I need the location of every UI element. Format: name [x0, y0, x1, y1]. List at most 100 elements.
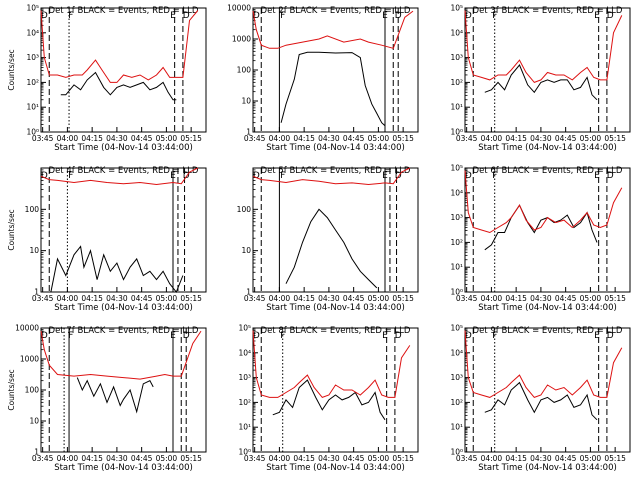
x-tick-label: 03:45: [244, 134, 266, 143]
x-tick-label: 05:00: [580, 134, 602, 143]
chart-title: Det 1f BLACK = Events, RED = LLD: [49, 6, 199, 16]
plot-frame: [252, 327, 419, 453]
x-tick-label: 03:45: [456, 454, 478, 463]
y-tick-label: 100: [237, 205, 252, 214]
region-marker-label: F: [492, 11, 497, 21]
chart-title: Det 7f BLACK = Events, RED = LLD: [49, 326, 199, 336]
x-tick-label: 05:15: [180, 294, 202, 303]
x-tick-label: 04:45: [131, 294, 153, 303]
region-marker-label: D: [41, 11, 48, 21]
lld-series-line: [40, 167, 199, 186]
y-axis-label: Counts/sec: [7, 209, 16, 250]
plot-frame: [464, 167, 631, 293]
x-tick-label: 05:15: [180, 134, 202, 143]
x-axis-label: Start Time (04-Nov-14 03:44:00): [54, 143, 193, 153]
lld-series-line: [464, 330, 623, 398]
x-tick-label: 04:30: [530, 294, 552, 303]
x-tick-label: 04:30: [318, 454, 340, 463]
x-tick-label: 04:00: [269, 454, 291, 463]
x-tick-label: 04:45: [555, 294, 577, 303]
x-tick-label: 04:15: [293, 454, 315, 463]
region-marker-label: D: [395, 11, 402, 21]
y-tick-label: 10: [241, 97, 251, 106]
x-tick-label: 05:15: [604, 134, 626, 143]
y-tick-label: 10³: [26, 53, 39, 62]
lld-series-line: [252, 330, 411, 398]
y-tick-label: 10⁴: [450, 28, 463, 37]
x-tick-label: 04:30: [530, 454, 552, 463]
y-tick-label: 1000: [20, 355, 39, 364]
y-tick-label: 10³: [238, 373, 251, 382]
events-series-line: [484, 381, 598, 421]
x-tick-label: 04:15: [81, 454, 103, 463]
x-tick-label: 04:45: [131, 454, 153, 463]
region-marker-label: D: [607, 331, 614, 341]
y-tick-label: 10⁵: [238, 324, 251, 333]
x-axis-label: Start Time (04-Nov-14 03:44:00): [266, 143, 405, 153]
x-tick-label: 03:45: [456, 134, 478, 143]
lld-series-line: [252, 167, 411, 186]
y-tick-label: 10³: [450, 53, 463, 62]
y-tick-label: 10²: [238, 398, 251, 407]
x-tick-label: 03:45: [456, 294, 478, 303]
region-marker-label: D: [465, 331, 472, 341]
events-series-line: [76, 377, 154, 414]
x-axis-label: Start Time (04-Nov-14 03:44:00): [54, 463, 193, 473]
y-tick-label: 10³: [450, 213, 463, 222]
plot-frame: [464, 7, 631, 133]
y-tick-label: 10¹: [450, 423, 463, 432]
x-axis-label: Start Time (04-Nov-14 03:44:00): [54, 303, 193, 313]
x-tick-label: 05:00: [580, 454, 602, 463]
region-marker-label: F: [68, 11, 73, 21]
events-series-line: [60, 71, 177, 101]
y-tick-label: 10: [29, 246, 39, 255]
region-marker-label: E: [382, 11, 388, 21]
y-tick-label: 10³: [450, 373, 463, 382]
x-tick-label: 04:15: [505, 454, 527, 463]
y-tick-label: 10²: [450, 398, 463, 407]
y-tick-label: 100: [237, 66, 252, 75]
lld-series-line: [464, 10, 623, 83]
chart-title: Det 2f BLACK = Events, RED = LLD: [261, 6, 411, 16]
y-tick-label: 10: [29, 417, 39, 426]
x-tick-label: 05:00: [156, 134, 178, 143]
events-series-line: [285, 208, 378, 289]
x-tick-label: 04:15: [505, 294, 527, 303]
x-tick-label: 04:15: [81, 294, 103, 303]
y-tick-label: 1000: [232, 35, 251, 44]
region-marker-label: F: [68, 331, 73, 341]
region-marker-label: E: [382, 171, 388, 181]
region-marker-label: D: [41, 171, 48, 181]
y-tick-label: 10¹: [26, 103, 39, 112]
x-tick-label: 05:00: [156, 294, 178, 303]
x-tick-label: 04:00: [481, 134, 503, 143]
region-marker-label: E: [170, 11, 176, 21]
x-tick-label: 04:45: [343, 454, 365, 463]
y-tick-label: 10¹: [450, 263, 463, 272]
y-tick-label: 10000: [15, 324, 39, 333]
x-tick-label: 05:00: [580, 294, 602, 303]
x-tick-label: 05:00: [368, 134, 390, 143]
region-marker-label: D: [253, 11, 260, 21]
region-marker-label: D: [607, 11, 614, 21]
region-marker-label: E: [594, 171, 600, 181]
y-tick-label: 10: [241, 246, 251, 255]
y-tick-label: 1: [34, 448, 39, 457]
events-series-line: [484, 64, 598, 101]
x-tick-label: 04:00: [57, 454, 79, 463]
region-marker-label: D: [253, 171, 260, 181]
y-tick-label: 100: [25, 205, 40, 214]
y-tick-label: 10000: [227, 4, 251, 13]
y-tick-label: 10⁰: [450, 448, 463, 457]
region-marker-label: E: [594, 11, 600, 21]
y-tick-label: 10⁵: [26, 4, 39, 13]
x-tick-label: 04:15: [81, 134, 103, 143]
x-tick-label: 03:45: [244, 294, 266, 303]
x-tick-label: 05:15: [392, 454, 414, 463]
